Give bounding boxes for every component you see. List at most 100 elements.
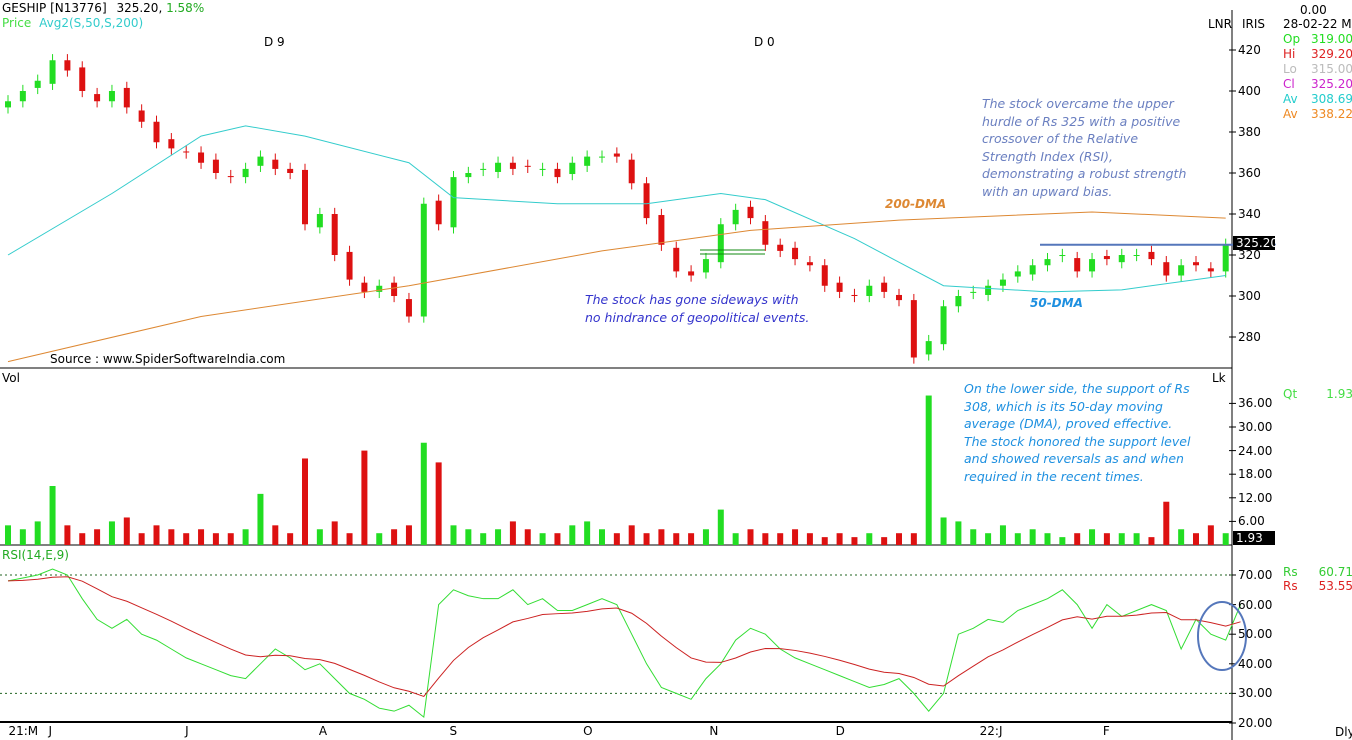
candle-body [108,91,115,102]
lnr-label: LNR [1208,17,1232,31]
candle-body [64,60,71,71]
volume-bar [554,533,561,545]
candle-body [1118,255,1125,263]
volume-bar [732,533,739,545]
volume-tick-label: 30.00 [1238,420,1273,434]
candle-body [272,159,279,169]
candle-body [509,162,516,169]
source-text: Source : www.SpiderSoftwareIndia.com [50,352,286,366]
candle-body [613,153,620,157]
candle-body [806,262,813,266]
volume-bar [584,521,591,545]
ohlc-key: Lo [1283,62,1297,76]
candle-body [153,121,160,143]
candle-body [896,294,902,301]
x-tick-label: N [709,724,719,738]
lakh-label: Lk [1212,371,1226,385]
volume-label: Vol [2,371,20,385]
candle-body [1207,268,1214,272]
support-note: On the lower side, the support of Rs 308… [964,381,1191,484]
volume-bar [717,509,724,545]
candle-body [1178,265,1185,276]
candle-body [866,285,873,296]
volume-bar [49,486,56,545]
candle-body [420,203,427,317]
ohlc-row: Hi 329.20 [1283,47,1352,61]
price-tick-label: 380 [1238,125,1261,139]
candle-body [1014,271,1021,277]
rsi-row: Rs 60.71 [1283,565,1352,579]
candle-body [851,294,858,296]
rsi-tick-label: 20.00 [1238,716,1273,730]
volume-bar [19,529,26,545]
volume-bar [673,533,680,545]
volume-bar [212,533,219,545]
candle-body [777,244,784,251]
candle-body [405,299,412,317]
ohlc-key: Hi [1283,47,1296,61]
candle-body [732,209,739,225]
ohlc-row: Lo 315.00 [1283,62,1352,76]
volume-tick-label: 24.00 [1238,443,1273,458]
volume-bar [702,529,709,545]
last-volume-box: 1.93 [1233,531,1275,545]
volume-bar [643,533,650,545]
volume-bar [316,529,323,545]
ohlc-key: Cl [1283,77,1295,91]
candle-body [138,110,145,122]
volume-bar [806,533,813,545]
signal-row: Rs 53.55 [1283,579,1352,593]
volume-bar [287,533,294,545]
volume-bar [524,529,531,545]
x-tick-label: 22:J [979,724,1003,738]
volume-bar [747,529,754,545]
panel-date: 28-02-22 Mo [1283,17,1352,31]
rsi-line [7,568,1242,719]
volume-bar [569,525,576,545]
legend: Price Avg2(S,50,S,200) [2,16,143,30]
sideways-note: The stock has gone sideways with no hind… [585,292,810,325]
candle-body [183,151,190,153]
volume-bar [1044,533,1051,545]
candle-body [1193,262,1199,266]
price-tick-label: 300 [1238,289,1261,303]
volume-bar [34,521,41,545]
x-tick-label: J [48,724,53,738]
volume-bar [539,533,546,545]
candle-body [985,285,992,295]
candle-body [539,168,546,170]
candle-body [881,282,888,292]
volume-bar [465,529,472,545]
last-price-box: 325.20 [1233,236,1278,250]
volume-bar [391,529,398,545]
legend-avg: Avg2(S,50,S,200) [39,16,144,30]
price-tick-label: 400 [1238,84,1261,98]
volume-bar [836,533,843,545]
volume-bar [851,537,858,545]
x-tick-label: S [449,724,458,738]
volume-bar [940,517,947,545]
candle-body [5,101,11,108]
volume-bar [108,521,115,545]
volume-bar [257,493,264,545]
upper-hurdle-note: The stock overcame the upper hurdle of R… [982,96,1187,199]
volume-bar [450,525,457,545]
candle-body [480,168,487,170]
header-price: 325.20, [116,1,163,15]
volume-bar [1207,525,1214,545]
signal-key: Rs [1283,579,1298,593]
candle-body [1059,255,1066,257]
volume-bar [405,525,412,545]
dma50-line [7,125,1226,293]
volume-bar [925,395,932,545]
qty-key: Qt [1283,387,1298,401]
price-tick-label: 340 [1238,207,1261,221]
volume-tick-label: 18.00 [1238,467,1273,482]
volume-tick-label: 6.00 [1238,514,1265,529]
candle-body [1103,256,1110,260]
candle-body [1089,259,1096,272]
volume-bar [376,533,383,545]
candle-body [450,177,457,228]
x-tick-label: J [185,724,189,738]
